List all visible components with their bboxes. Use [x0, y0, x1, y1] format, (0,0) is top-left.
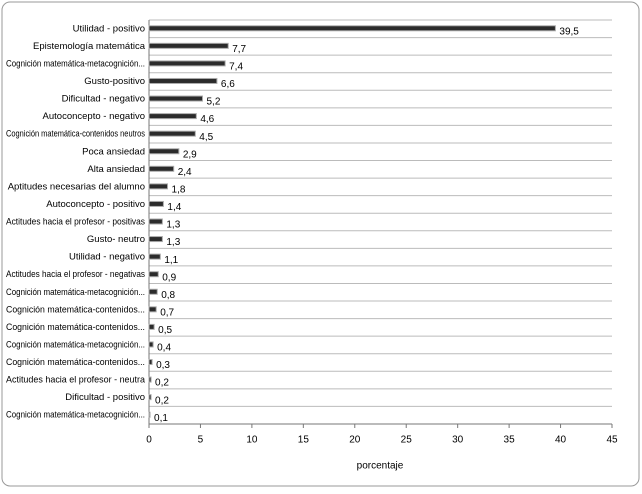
- y-tick-label: Dificultad - positivo: [65, 392, 145, 403]
- value-label: 1,1: [164, 255, 178, 266]
- bar: [148, 376, 152, 383]
- bar: [148, 25, 556, 32]
- value-label: 0,2: [155, 395, 169, 406]
- value-label: 6,6: [221, 79, 235, 90]
- y-tick-label: Autoconcepto - positivo: [46, 199, 145, 210]
- value-label: 0,7: [160, 307, 174, 318]
- y-tick-label: Cognición matemática-contenidos...: [6, 357, 145, 368]
- value-label: 1,3: [166, 237, 180, 248]
- bar: [148, 236, 163, 243]
- x-tick-label: 15: [298, 435, 310, 446]
- x-tick-label: 45: [606, 435, 618, 446]
- y-tick-label: Aptitudes necesarias del alumno: [8, 181, 145, 192]
- value-label: 2,9: [183, 149, 197, 160]
- value-label: 0,1: [154, 413, 168, 424]
- bar: [148, 183, 169, 190]
- y-tick-label: Actitudes hacia el profesor - neutra: [6, 375, 146, 386]
- x-tick-label: 35: [504, 435, 516, 446]
- bar: [148, 271, 159, 278]
- value-label: 0,4: [157, 343, 171, 354]
- x-tick-label: 30: [452, 435, 464, 446]
- bar: [148, 95, 204, 102]
- y-tick-label: Cognición matemática-contenidos neutros: [6, 129, 145, 140]
- value-label: 7,4: [229, 62, 243, 73]
- y-tick-label: Cognición matemática-metacognición...: [6, 287, 145, 298]
- y-tick-label: Dificultad - negativo: [62, 94, 145, 105]
- x-tick-label: 10: [246, 435, 258, 446]
- bar: [148, 42, 229, 49]
- value-label: 0,3: [156, 360, 170, 371]
- bar: [148, 359, 153, 366]
- x-axis-title: porcentaje: [357, 461, 404, 472]
- bar: [148, 253, 161, 260]
- y-tick-label: Epistemología matemática: [33, 41, 146, 52]
- x-tick-label: 25: [401, 435, 413, 446]
- value-label: 0,8: [161, 290, 175, 301]
- bar: [148, 306, 157, 313]
- y-tick-label: Cognición matemática-contenidos...: [6, 322, 145, 333]
- bar: [148, 77, 218, 84]
- x-tick-label: 0: [146, 435, 152, 446]
- bar: [148, 411, 151, 418]
- bar: [148, 218, 163, 225]
- value-label: 1,3: [166, 220, 180, 231]
- value-label: 4,5: [199, 132, 213, 143]
- y-tick-label: Actitudes hacia el profesor - negativas: [6, 269, 145, 280]
- x-tick-label: 5: [198, 435, 204, 446]
- value-label: 1,8: [172, 185, 186, 196]
- bar: [148, 200, 164, 207]
- value-label: 2,4: [178, 167, 192, 178]
- chart-border: [1, 1, 640, 487]
- value-label: 4,6: [200, 114, 214, 125]
- bar: [148, 341, 154, 348]
- value-label: 0,5: [158, 325, 172, 336]
- y-tick-label: Cognición matemática-metacognición...: [6, 410, 145, 421]
- bar: [148, 394, 152, 401]
- x-tick-label: 20: [349, 435, 361, 446]
- bar: [148, 148, 180, 155]
- bar: [148, 60, 226, 67]
- y-tick-label: Gusto- neutro: [87, 234, 145, 245]
- y-tick-label: Utilidad - positivo: [73, 23, 145, 34]
- y-tick-label: Alta ansiedad: [87, 164, 145, 175]
- x-tick-label: 40: [555, 435, 567, 446]
- y-tick-label: Autoconcepto - negativo: [43, 111, 145, 122]
- bar: [148, 165, 175, 172]
- value-label: 39,5: [559, 26, 579, 37]
- value-label: 5,2: [207, 97, 221, 108]
- bar: [148, 130, 196, 137]
- y-tick-label: Utilidad - negativo: [69, 252, 145, 263]
- y-tick-label: Cognición matemática-metacognición...: [6, 339, 145, 350]
- y-tick-label: Cognición matemática-metacognición...: [6, 58, 145, 69]
- value-label: 0,9: [162, 272, 176, 283]
- bar: [148, 288, 158, 295]
- bar: [148, 113, 197, 120]
- value-label: 0,2: [155, 378, 169, 389]
- y-tick-label: Actitudes hacia el profesor - positivas: [6, 217, 145, 228]
- y-tick-label: Cognición matemática-contenidos...: [6, 304, 145, 315]
- y-tick-label: Gusto-positivo: [84, 76, 145, 87]
- value-label: 1,4: [167, 202, 181, 213]
- y-tick-label: Poca ansiedad: [82, 146, 145, 157]
- bar: [148, 323, 155, 330]
- value-label: 7,7: [232, 44, 246, 55]
